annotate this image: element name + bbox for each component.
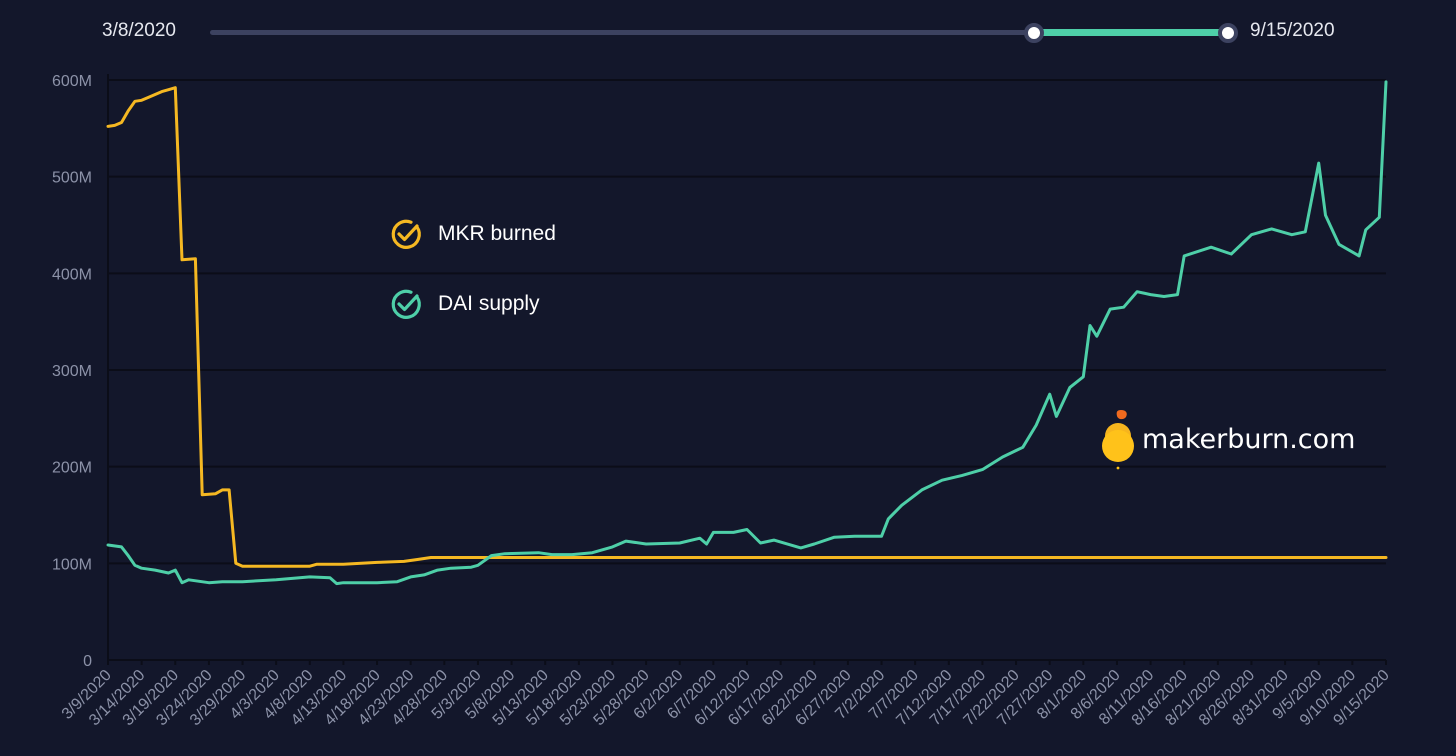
y-tick-label: 200M: [52, 460, 92, 477]
series-lines: [106, 80, 1388, 586]
date-range-slider: 3/8/2020 9/15/2020: [0, 0, 1456, 64]
range-end-handle[interactable]: [1218, 23, 1238, 43]
brand-text: makerburn.com: [1142, 424, 1356, 455]
maker-flame-icon: [1102, 410, 1134, 470]
legend-item-dai-supply[interactable]: DAI supply: [388, 282, 608, 328]
range-track[interactable]: [210, 30, 1226, 35]
range-selection[interactable]: [1032, 29, 1226, 36]
y-tick-label: 0: [83, 653, 92, 670]
range-start-handle[interactable]: [1024, 23, 1044, 43]
y-tick-label: 500M: [52, 170, 92, 187]
chart-legend: MKR burned DAI supply: [388, 212, 608, 352]
y-tick-label: 300M: [52, 363, 92, 380]
series-line-mkr-burned: [106, 86, 1388, 568]
legend-label-mkr-burned: MKR burned: [438, 222, 556, 245]
y-tick-label: 100M: [52, 556, 92, 573]
y-tick-label: 600M: [52, 73, 92, 90]
range-end-label: 9/15/2020: [1250, 20, 1335, 41]
range-start-label: 3/8/2020: [102, 20, 176, 41]
legend-label-dai-supply: DAI supply: [438, 292, 540, 315]
series-line-dai-supply: [106, 80, 1388, 586]
y-tick-label: 400M: [52, 266, 92, 283]
brand-watermark: makerburn.com: [1096, 406, 1356, 474]
grid-lines: [108, 79, 1386, 565]
check-circle-icon: [391, 219, 421, 249]
axes: 0100M200M300M400M500M600M3/9/20203/14/20…: [52, 73, 1393, 729]
check-circle-icon: [391, 289, 421, 319]
legend-item-mkr-burned[interactable]: MKR burned: [388, 212, 608, 258]
